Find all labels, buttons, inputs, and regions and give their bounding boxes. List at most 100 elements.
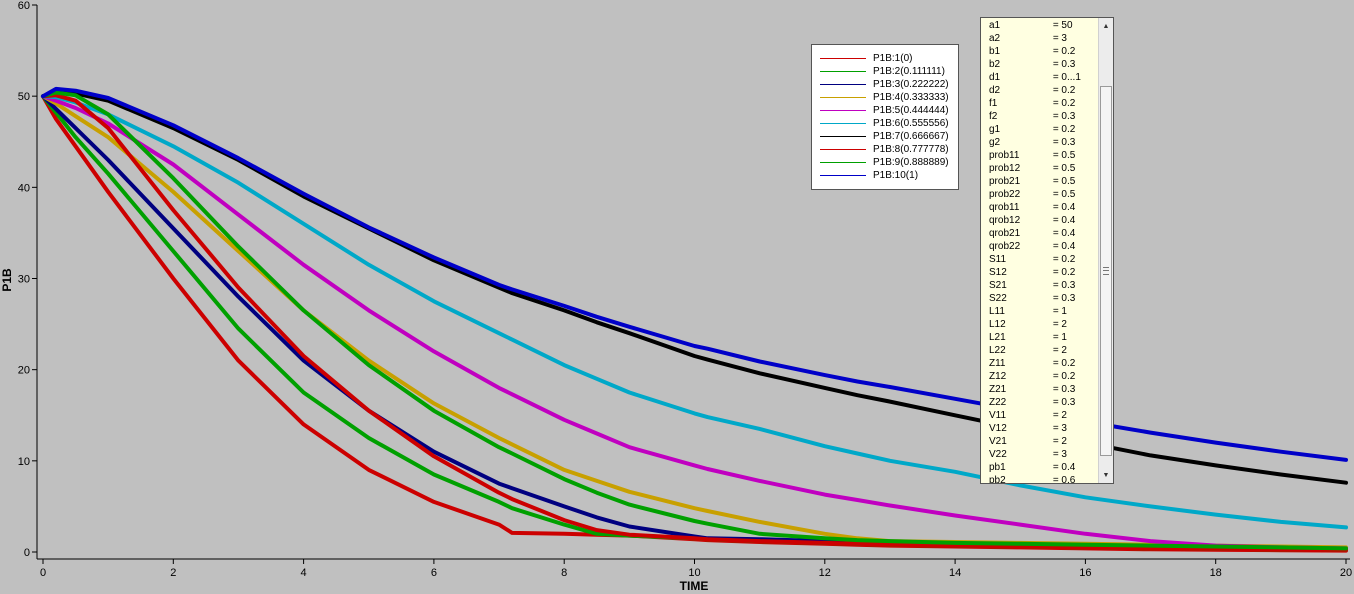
legend-label: P1B:9(0.888889) xyxy=(873,157,949,168)
x-tick-label: 6 xyxy=(431,567,437,579)
legend-swatch xyxy=(820,175,866,176)
parameter-row: pb1 = 0.4 xyxy=(981,461,1097,474)
parameter-row: V12 = 3 xyxy=(981,422,1097,435)
parameter-value: = 0.3 xyxy=(1052,397,1076,408)
parameter-name: Z11 xyxy=(989,358,1006,369)
legend-entry: P1B:2(0.111111) xyxy=(812,65,958,78)
parameter-value: = 0.5 xyxy=(1052,176,1076,187)
legend-label: P1B:5(0.444444) xyxy=(873,105,949,116)
parameter-row: Z22 = 0.3 xyxy=(981,396,1097,409)
parameter-name: Z21 xyxy=(989,384,1007,395)
parameter-name: V12 xyxy=(989,423,1007,434)
series-line-4 xyxy=(41,94,1348,550)
legend-swatch xyxy=(820,123,866,124)
parameter-value: = 1 xyxy=(1052,332,1067,343)
legend-entry: P1B:4(0.333333) xyxy=(812,91,958,104)
x-tick-label: 0 xyxy=(40,567,46,579)
parameter-value: = 0.4 xyxy=(1052,202,1076,213)
parameter-name: Z22 xyxy=(989,397,1007,408)
parameter-name: V22 xyxy=(989,449,1007,460)
x-tick-label: 20 xyxy=(1340,567,1352,579)
parameter-row: prob11 = 0.5 xyxy=(981,149,1097,162)
parameter-name: a1 xyxy=(989,20,1001,31)
legend-entry: P1B:8(0.777778) xyxy=(812,143,958,156)
scroll-up-arrow-icon[interactable]: ▲ xyxy=(1102,22,1110,30)
series-line-3 xyxy=(41,94,1348,551)
parameter-row: qrob22 = 0.4 xyxy=(981,240,1097,253)
legend-entry: P1B:5(0.444444) xyxy=(812,104,958,117)
parameter-name: L21 xyxy=(989,332,1006,343)
parameter-row: d2 = 0.2 xyxy=(981,84,1097,97)
parameter-row: Z12 = 0.2 xyxy=(981,370,1097,383)
parameter-name: Z12 xyxy=(989,371,1007,382)
axis-ticks: 0 2 4 6 8 10 12 14 16 18 20 0 10 20 30 40 50 60 xyxy=(18,0,1352,579)
y-tick-label: 30 xyxy=(18,274,30,286)
legend-label: P1B:4(0.333333) xyxy=(873,92,949,103)
parameter-value: = 2 xyxy=(1052,319,1067,330)
legend-entry: P1B:10(1) xyxy=(812,169,958,182)
parameter-value: = 0.6 xyxy=(1052,475,1076,484)
series-lines xyxy=(41,86,1348,553)
legend-entry: P1B:1(0) xyxy=(812,52,958,65)
parameter-scrollbar[interactable]: ▲ ▼ xyxy=(1098,18,1113,483)
parameter-name: prob11 xyxy=(989,150,1020,161)
parameter-panel[interactable]: a1 = 50 a2 = 3 b1 = 0.2 b2 = 0.3 d1 = 0...1 d2 = 0.… xyxy=(980,17,1114,484)
y-axis-title: P1B xyxy=(0,268,14,292)
parameter-value: = 0.2 xyxy=(1052,98,1076,109)
parameter-name: prob22 xyxy=(989,189,1021,200)
parameter-row: qrob12 = 0.4 xyxy=(981,214,1097,227)
y-tick-label: 40 xyxy=(18,182,30,194)
parameter-value: = 0.4 xyxy=(1052,215,1076,226)
parameter-row: S11 = 0.2 xyxy=(981,253,1097,266)
x-axis-title: TIME xyxy=(680,579,709,593)
parameter-row: prob21 = 0.5 xyxy=(981,175,1097,188)
x-tick-label: 14 xyxy=(949,567,961,579)
parameter-value: = 0.4 xyxy=(1052,462,1076,473)
series-line-8 xyxy=(41,93,1348,552)
parameter-name: qrob22 xyxy=(989,241,1021,252)
parameter-row: qrob21 = 0.4 xyxy=(981,227,1097,240)
parameter-value: = 50 xyxy=(1052,20,1073,31)
parameter-name: S12 xyxy=(989,267,1007,278)
parameter-value: = 0.2 xyxy=(1052,254,1076,265)
parameter-name: L22 xyxy=(989,345,1006,356)
legend-label: P1B:7(0.666667) xyxy=(873,131,949,142)
legend-label: P1B:10(1) xyxy=(873,170,919,181)
parameter-row: S21 = 0.3 xyxy=(981,279,1097,292)
legend-swatch xyxy=(820,162,866,163)
parameter-row: V22 = 3 xyxy=(981,448,1097,461)
y-tick-label: 60 xyxy=(18,0,30,12)
scroll-thumb[interactable] xyxy=(1100,86,1112,456)
parameter-value: = 0.3 xyxy=(1052,280,1076,291)
parameter-row: g2 = 0.3 xyxy=(981,136,1097,149)
legend-swatch xyxy=(820,136,866,137)
legend-swatch xyxy=(820,110,866,111)
parameter-name: f2 xyxy=(989,111,998,122)
legend-swatch xyxy=(820,97,866,98)
parameter-name: f1 xyxy=(989,98,998,109)
parameter-row: Z21 = 0.3 xyxy=(981,383,1097,396)
parameter-value: = 0.2 xyxy=(1052,371,1076,382)
y-tick-label: 20 xyxy=(18,365,30,377)
legend-entry: P1B:7(0.666667) xyxy=(812,130,958,143)
y-tick-label: 10 xyxy=(18,456,30,468)
parameter-row: V11 = 2 xyxy=(981,409,1097,422)
x-tick-label: 10 xyxy=(688,567,700,579)
legend-swatch xyxy=(820,58,866,59)
parameter-name: d2 xyxy=(989,85,1001,96)
parameter-value: = 0.3 xyxy=(1052,293,1076,304)
legend-swatch xyxy=(820,71,866,72)
legend-swatch xyxy=(820,149,866,150)
series-line-2 xyxy=(41,94,1348,552)
scroll-down-arrow-icon[interactable]: ▼ xyxy=(1102,471,1110,479)
parameter-value: = 0.2 xyxy=(1052,267,1076,278)
parameter-row: V21 = 2 xyxy=(981,435,1097,448)
legend-label: P1B:1(0) xyxy=(873,53,913,64)
parameter-row: g1 = 0.2 xyxy=(981,123,1097,136)
parameter-value: = 0.5 xyxy=(1052,163,1076,174)
parameter-value: = 0.3 xyxy=(1052,59,1076,70)
parameter-row: d1 = 0...1 xyxy=(981,71,1097,84)
parameter-row: L12 = 2 xyxy=(981,318,1097,331)
x-tick-label: 18 xyxy=(1210,567,1222,579)
